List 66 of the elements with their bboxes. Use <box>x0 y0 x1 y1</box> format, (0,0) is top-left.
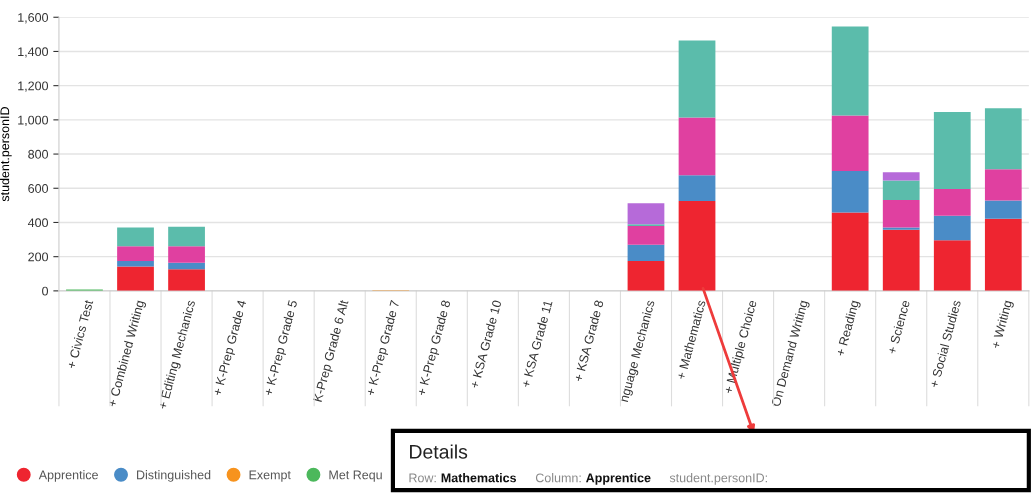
legend-label: Met Requ <box>329 470 382 482</box>
x-tick-label: + K-Prep Grade 7 <box>365 299 402 397</box>
y-tick-label: 1,600 <box>18 13 49 24</box>
text: Row: <box>409 473 436 483</box>
bar <box>984 200 1022 219</box>
x-tick-label: + Social Studies <box>929 299 962 388</box>
x-tick-label: + Writing <box>990 299 1015 350</box>
bar <box>831 170 869 213</box>
y-tick-label: 1,000 <box>18 115 49 126</box>
bar <box>984 108 1022 170</box>
bar <box>168 226 205 247</box>
y-tick-label: 200 <box>28 252 49 262</box>
y-tick-label: 1,400 <box>18 47 49 58</box>
x-tick-label: + KSA Grade 10 <box>469 299 502 389</box>
text: student.personID: <box>669 473 767 485</box>
bar <box>984 218 1022 291</box>
x-tick-label: + K-Prep Grade 4 <box>212 299 249 397</box>
bar <box>831 26 869 116</box>
bar <box>117 266 154 291</box>
text: Details <box>410 444 468 459</box>
bar <box>831 212 869 291</box>
bar <box>168 262 205 270</box>
bar <box>168 269 205 291</box>
bar <box>882 229 920 291</box>
bar <box>117 261 154 267</box>
bar <box>678 175 716 201</box>
y-axis-title: student.personID <box>0 107 12 202</box>
bar <box>882 180 920 200</box>
y-tick-label: 600 <box>28 184 49 193</box>
bar <box>882 199 920 228</box>
x-tick-label: + Civics Test <box>66 299 94 369</box>
y-tick-label: 800 <box>28 149 49 159</box>
bar <box>933 188 971 216</box>
bar <box>984 169 1022 201</box>
x-tick-label: + KSA Grade 11 <box>520 299 553 388</box>
bar <box>627 244 665 262</box>
text: Mathematics <box>441 473 517 483</box>
legend-label: Apprentice <box>38 470 98 482</box>
legend-label: Exempt <box>249 470 291 482</box>
bar <box>831 115 869 171</box>
x-tick-label: K-Prep Grade 6 Alt <box>312 299 351 403</box>
bar <box>678 200 716 291</box>
bar <box>933 240 971 291</box>
legend-label: Distinguished <box>137 470 211 482</box>
text: Apprentice <box>586 473 651 485</box>
x-tick-label: + Science <box>887 299 910 355</box>
bar <box>882 227 920 230</box>
bar <box>627 261 665 291</box>
bar <box>933 215 971 241</box>
bar <box>933 111 971 189</box>
bar <box>627 225 665 245</box>
y-tick-label: 1,200 <box>18 81 49 92</box>
bar <box>882 172 920 181</box>
y-tick-label: 400 <box>27 218 49 228</box>
x-tick-label: + K-Prep Grade 8 <box>416 299 453 397</box>
bar <box>627 203 665 225</box>
x-tick-label: + KSA Grade 8 <box>573 299 604 382</box>
bar <box>678 117 716 176</box>
text: Column: <box>535 473 581 483</box>
bar <box>678 40 716 118</box>
x-tick-label: + K-Prep Grade 5 <box>263 299 300 397</box>
x-tick-label: On Demand Writing <box>770 299 811 408</box>
bar <box>117 246 154 262</box>
bar <box>117 227 154 247</box>
y-tick-label: 0 <box>42 286 49 296</box>
bar <box>168 246 205 263</box>
